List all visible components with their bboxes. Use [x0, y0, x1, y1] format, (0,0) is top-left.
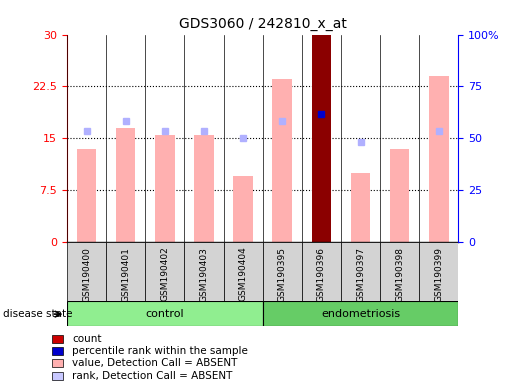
Text: GSM190404: GSM190404 [238, 247, 248, 301]
Bar [184, 242, 224, 301]
Bar [52, 347, 63, 355]
Text: GSM190403: GSM190403 [199, 247, 209, 301]
Text: GSM190399: GSM190399 [434, 247, 443, 302]
Bar [67, 242, 106, 301]
Bar [263, 242, 302, 301]
Text: GSM190398: GSM190398 [395, 247, 404, 302]
Bar [351, 173, 370, 242]
Text: count: count [72, 334, 101, 344]
Text: GSM190400: GSM190400 [82, 247, 91, 301]
Text: disease state: disease state [3, 309, 72, 319]
Bar [380, 242, 419, 301]
Bar [263, 301, 458, 326]
Text: percentile rank within the sample: percentile rank within the sample [72, 346, 248, 356]
Text: rank, Detection Call = ABSENT: rank, Detection Call = ABSENT [72, 371, 232, 381]
Bar [233, 176, 253, 242]
Bar [272, 79, 292, 242]
Text: endometriosis: endometriosis [321, 309, 400, 319]
Bar [312, 35, 331, 242]
Bar [52, 372, 63, 380]
Text: GSM190395: GSM190395 [278, 247, 287, 302]
Text: GSM190401: GSM190401 [121, 247, 130, 301]
Bar [116, 128, 135, 242]
Bar [106, 242, 145, 301]
Text: GSM190397: GSM190397 [356, 247, 365, 302]
Text: GSM190396: GSM190396 [317, 247, 326, 302]
Bar [194, 135, 214, 242]
Bar [224, 242, 263, 301]
Title: GDS3060 / 242810_x_at: GDS3060 / 242810_x_at [179, 17, 347, 31]
Bar [145, 242, 184, 301]
Bar [341, 242, 380, 301]
Bar [52, 335, 63, 343]
Bar [77, 149, 96, 242]
Bar [390, 149, 409, 242]
Text: value, Detection Call = ABSENT: value, Detection Call = ABSENT [72, 358, 237, 368]
Text: control: control [146, 309, 184, 319]
Bar [155, 135, 175, 242]
Bar [52, 359, 63, 367]
Bar [419, 242, 458, 301]
Bar [67, 301, 263, 326]
Bar [429, 76, 449, 242]
Text: GSM190402: GSM190402 [160, 247, 169, 301]
Bar [302, 242, 341, 301]
